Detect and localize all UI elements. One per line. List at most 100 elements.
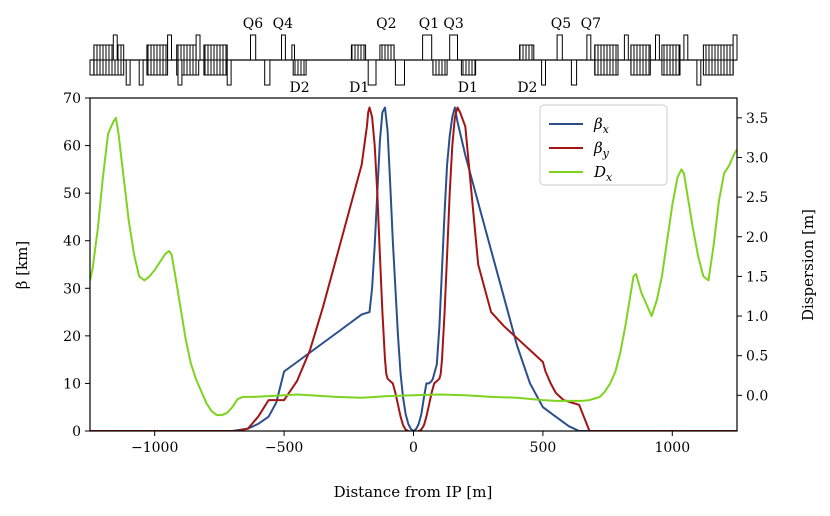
series-line-βx [90,106,737,431]
y-left-tick-label: 70 [63,91,81,107]
y-right-tick-label: 0.5 [746,349,768,365]
lattice-dipole-low [203,59,228,76]
legend-subscript: x [603,123,610,136]
y-left-tick-label: 60 [63,139,81,155]
lattice-quad-high [556,34,563,61]
y-right-tick-label: 0.0 [746,388,768,404]
series-line-Dx [90,116,737,417]
lattice-dipole-high [350,44,367,61]
magnet-label-d2: D2 [517,80,537,96]
lattice-dipole-high [146,44,169,61]
y-right-axis-label: Dispersion [m] [799,209,817,321]
lattice-quad-low [138,59,144,86]
x-tick-label: 500 [530,440,557,456]
y-right-tick-label: 3.0 [746,150,768,166]
magnet-label-q2: Q2 [376,16,396,32]
legend-subscript: y [602,147,610,160]
lattice-quad-high [623,34,629,61]
lattice-dipole-high [661,44,681,61]
lattice-quad-low [264,59,271,86]
lattice-quad-high [449,34,459,61]
y-left-tick-label: 50 [63,186,81,202]
y-right-tick-label: 1.5 [746,269,768,285]
lattice-dipole-low [594,59,619,76]
lattice-quad-high [250,34,257,61]
magnet-label-q1: Q1 [419,16,439,32]
y-right-tick-label: 2.0 [746,230,768,246]
x-tick-label: 0 [409,440,418,456]
lattice-dipole-high [702,44,734,61]
lattice-dipole-high [291,44,295,61]
x-tick-label: −1000 [131,440,178,456]
lattice-dipole-high [203,44,228,61]
lattice-dipole-high [519,44,535,61]
x-axis: −1000 −500 0 500 1000 [131,431,690,456]
lattice-dipole-high [630,44,651,61]
lattice-dipole-high [594,44,619,61]
magnet-lattice: Q6 Q4 Q2 Q1 Q3 Q5 Q7 D2 D1 D1 D2 [89,16,738,96]
lattice-quad-low [125,59,131,86]
lattice-quad-high [112,34,118,61]
lattice-quad-low [367,59,377,86]
lattice-dipole-low [146,59,169,76]
lattice-dipole-low [89,59,95,76]
lattice-dipole-low [460,59,477,76]
lattice-quad-low [570,59,578,86]
lattice-dipole-low [93,59,125,76]
legend-symbol: β [593,115,603,133]
x-tick-label: 1000 [654,440,690,456]
y-left-tick-label: 20 [63,329,81,345]
lattice-quad-low [394,59,405,86]
lattice-quad-low [541,59,546,86]
magnet-label-d2: D2 [290,80,310,96]
y-right-axis: 0.0 0.5 1.0 1.5 2.0 2.5 3.0 3.5 [737,111,768,404]
lattice-quad-high [422,34,433,61]
lattice-dipole-low [702,59,734,76]
series-layer [90,106,737,431]
y-left-tick-label: 30 [63,281,81,297]
y-right-tick-label: 1.0 [746,309,768,325]
legend-symbol: D [593,163,606,181]
legend-symbol: β [593,139,603,157]
y-left-tick-label: 0 [72,424,81,440]
lattice-dipole-low [661,59,681,76]
lattice-quad-high [167,34,173,61]
legend-entry: βy [593,139,610,160]
lattice-quad-low [226,59,232,86]
lattice-elements [89,34,738,86]
magnet-label-q6: Q6 [243,16,263,32]
lattice-dipole-low [630,59,651,76]
y-left-axis: 0 10 20 30 40 50 60 70 [63,91,90,440]
lattice-dipole-low [292,59,307,76]
legend-entry: Dx [593,163,613,184]
y-left-axis-label: β [km] [13,241,31,289]
x-axis-label: Distance from IP [m] [334,483,493,501]
magnet-labels: Q6 Q4 Q2 Q1 Q3 Q5 Q7 D2 D1 D1 D2 [243,16,601,96]
lattice-dipole-low [432,59,448,76]
x-tick-label: −500 [265,440,303,456]
y-right-tick-label: 2.5 [746,190,768,206]
lattice-dipole-high [176,44,200,61]
lattice-dipole-high [93,44,125,61]
lattice-quad-high [195,34,201,61]
series-line-βy [90,106,737,431]
magnet-label-q7: Q7 [581,16,601,32]
lattice-quad-high [281,34,286,61]
lattice-quad-low [177,59,183,86]
lattice-dipole-high [379,44,395,61]
lattice-quad-high [732,34,738,61]
magnet-label-d1: D1 [458,80,478,96]
legend-entry: βx [593,115,610,136]
lattice-quad-high [683,34,689,61]
y-right-tick-label: 3.5 [746,111,768,127]
y-left-tick-label: 40 [63,234,81,250]
lattice-quad-high [655,34,660,61]
magnet-label-q3: Q3 [443,16,463,32]
legend-subscript: x [606,171,613,184]
lattice-quad-low [696,59,702,86]
magnet-label-d1: D1 [349,80,369,96]
magnet-label-q5: Q5 [551,16,571,32]
y-left-tick-label: 10 [63,376,81,392]
